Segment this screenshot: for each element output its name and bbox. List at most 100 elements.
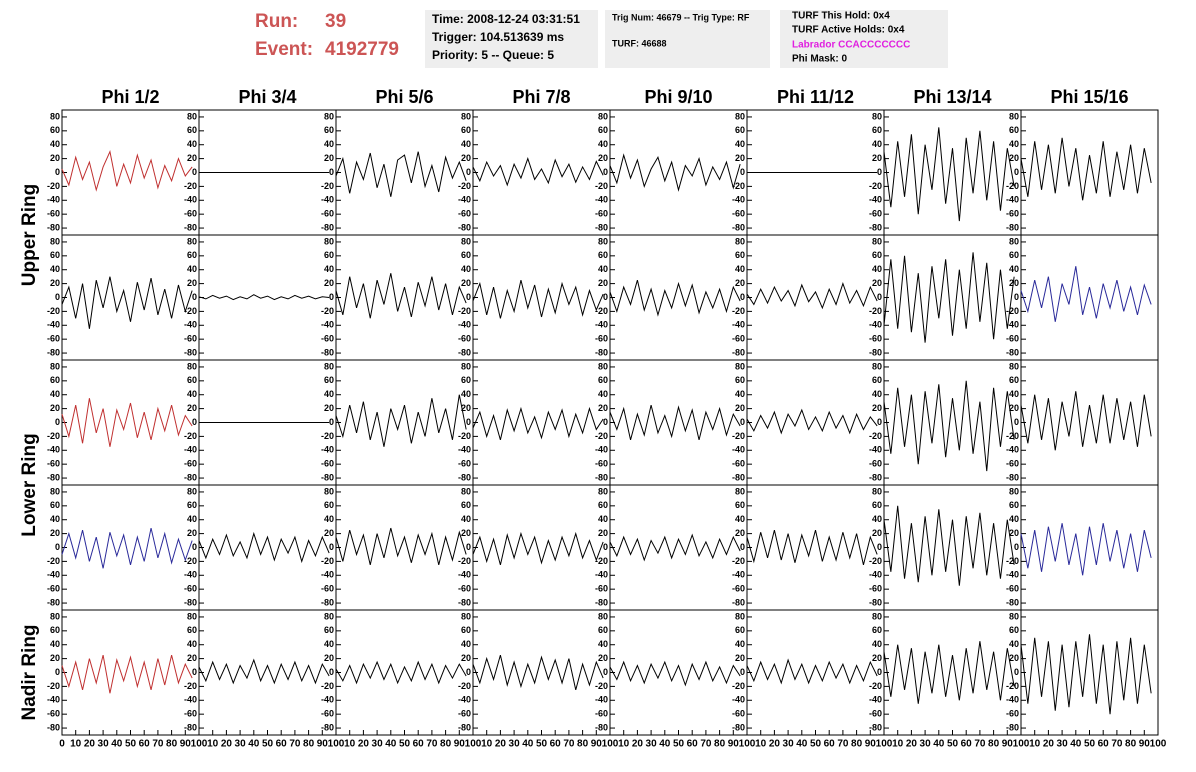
y-tick-label: -20 [1006,306,1019,316]
y-tick-label: -20 [321,431,334,441]
y-tick-label: -80 [1006,347,1019,357]
x-tick-label: 30 [235,739,247,750]
y-tick-label: 20 [735,278,745,288]
y-tick-label: 40 [50,389,60,399]
x-tick-label: 70 [563,739,575,750]
y-tick-label: 40 [598,139,608,149]
y-tick-label: 40 [735,389,745,399]
y-tick-label: 60 [598,250,608,260]
y-tick-label: 20 [598,153,608,163]
y-tick-label: 0 [192,667,197,677]
x-tick-label: 70 [152,739,164,750]
x-tick-label: 40 [933,739,945,750]
y-tick-label: -20 [595,431,608,441]
y-tick-label: 0 [466,667,471,677]
y-tick-label: -80 [458,472,471,482]
y-tick-label: -60 [1006,584,1019,594]
x-tick-label: 0 [59,739,65,750]
y-tick-label: -80 [47,597,60,607]
y-tick-label: -60 [595,709,608,719]
y-tick-label: 40 [461,264,471,274]
x-tick-label: 100 [876,739,893,750]
waveform [883,641,1015,704]
y-tick-label: 0 [466,542,471,552]
y-tick-label: -40 [184,320,197,330]
y-tick-label: -60 [47,209,60,219]
y-tick-label: -80 [47,472,60,482]
y-tick-label: -80 [595,722,608,732]
y-tick-label: -60 [595,334,608,344]
y-tick-label: 80 [461,111,471,121]
y-tick-label: -80 [732,222,745,232]
y-tick-label: 80 [324,611,334,621]
y-tick-label: 80 [735,236,745,246]
x-tick-label: 10 [1029,739,1041,750]
y-tick-label: 40 [872,514,882,524]
y-tick-label: -20 [595,181,608,191]
panel-frame [1020,109,1159,236]
y-tick-label: -80 [184,222,197,232]
y-tick-label: 20 [872,528,882,538]
y-tick-label: -60 [732,709,745,719]
y-tick-label: -80 [732,597,745,607]
y-tick-label: -40 [47,695,60,705]
y-tick-label: -20 [732,681,745,691]
y-tick-label: 0 [329,167,334,177]
x-tick-label: 70 [974,739,986,750]
y-tick-label: -40 [1006,445,1019,455]
turf-active: TURF Active Holds: 0x4 [792,25,905,36]
turf-hold: TURF This Hold: 0x4 [792,11,890,22]
y-tick-label: 20 [1009,528,1019,538]
y-tick-label: -60 [732,334,745,344]
panel-frame [883,234,1022,361]
waveform [472,157,604,187]
y-tick-label: -80 [458,347,471,357]
y-tick-label: -40 [869,195,882,205]
y-tick-label: 0 [877,542,882,552]
waveform [198,658,330,685]
x-tick-label: 10 [344,739,356,750]
y-tick-label: -40 [184,695,197,705]
y-tick-label: -20 [458,681,471,691]
y-tick-label: 40 [872,264,882,274]
y-tick-label: 60 [1009,375,1019,385]
y-tick-label: 20 [324,278,334,288]
x-tick-label: 100 [739,739,756,750]
waveform [335,151,467,197]
x-tick-label: 50 [673,739,685,750]
y-tick-label: 20 [461,528,471,538]
y-tick-label: 60 [324,375,334,385]
waveform [609,405,741,440]
y-tick-label: 40 [187,389,197,399]
y-tick-label: 20 [598,528,608,538]
y-tick-label: -20 [732,181,745,191]
waveform [746,658,878,685]
x-tick-label: 10 [481,739,493,750]
y-tick-label: 20 [50,653,60,663]
waveform [1020,137,1152,201]
x-tick-label: 10 [70,739,82,750]
panel-frame [335,109,474,236]
y-tick-label: -60 [458,209,471,219]
x-tick-label: 50 [1084,739,1096,750]
y-tick-label: 60 [50,250,60,260]
y-tick-label: 60 [461,375,471,385]
y-tick-label: -60 [869,459,882,469]
y-tick-label: 60 [735,125,745,135]
y-tick-label: 40 [187,139,197,149]
x-tick-label: 30 [1057,739,1069,750]
y-tick-label: -40 [732,695,745,705]
waveform [746,408,878,435]
y-tick-label: -40 [184,195,197,205]
y-tick-label: 20 [324,153,334,163]
y-tick-label: 60 [1009,625,1019,635]
trig-num: Trig Num: 46679 -- Trig Type: RF [612,12,750,22]
y-tick-label: -60 [1006,459,1019,469]
y-tick-label: 0 [1014,292,1019,302]
y-tick-label: -40 [321,195,334,205]
y-tick-label: -80 [869,222,882,232]
y-tick-label: -80 [321,722,334,732]
y-tick-label: -20 [1006,681,1019,691]
y-tick-label: 40 [461,639,471,649]
x-tick-label: 30 [509,739,521,750]
